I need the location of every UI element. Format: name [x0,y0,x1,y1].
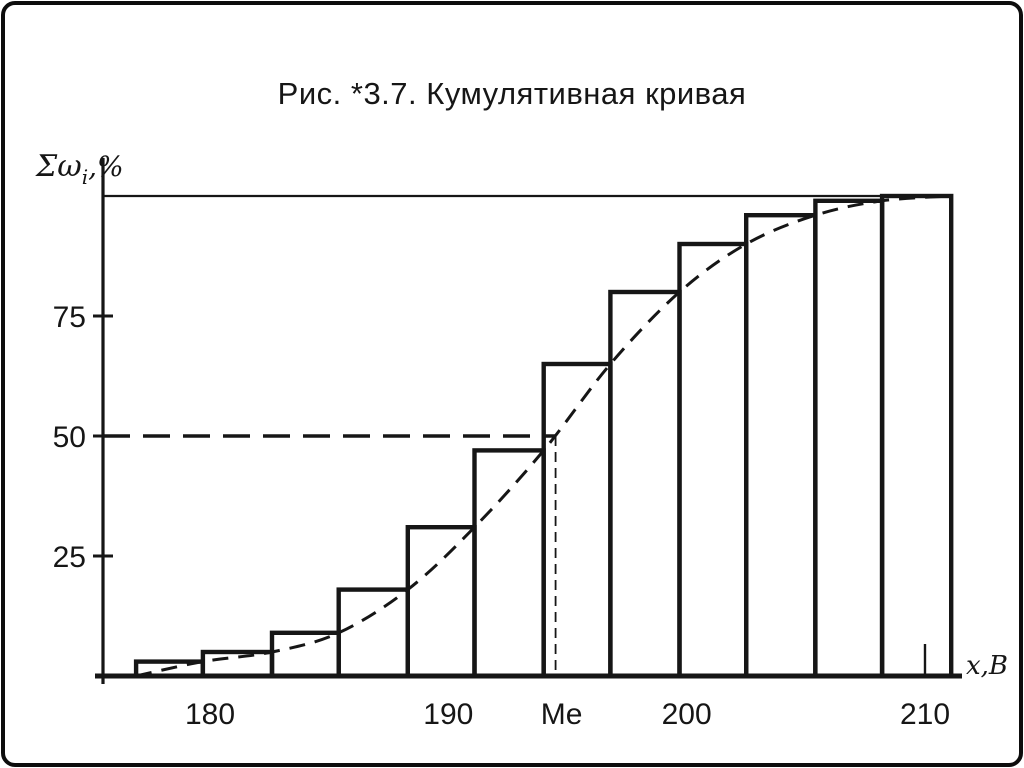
step-bar [405,525,477,679]
step-bar [541,361,613,679]
y-axis-label: Σωi,% [35,149,124,189]
x-tick-label: 210 [900,698,950,731]
step-bar [677,241,749,679]
x-axis-label: x,В [966,651,1008,681]
x-tick-label: 180 [185,698,235,731]
step-bar [608,289,682,679]
figure-title: Рис. *3.7. Кумулятивная кривая [277,76,747,111]
step-bar [879,193,954,679]
y-tick-label: 75 [53,301,86,334]
step-bar [744,212,818,679]
ogive-curve [135,194,952,678]
x-tick-label: 200 [662,698,712,731]
y-tick-label: 25 [53,541,86,574]
step-bar [813,198,885,679]
x-tick-label: 190 [423,698,473,731]
step-bar [200,649,275,679]
y-tick-label: 50 [53,421,86,454]
step-bar [336,587,411,679]
step-bar [472,448,546,679]
median-label: Me [541,698,583,731]
step-bar [269,630,341,679]
